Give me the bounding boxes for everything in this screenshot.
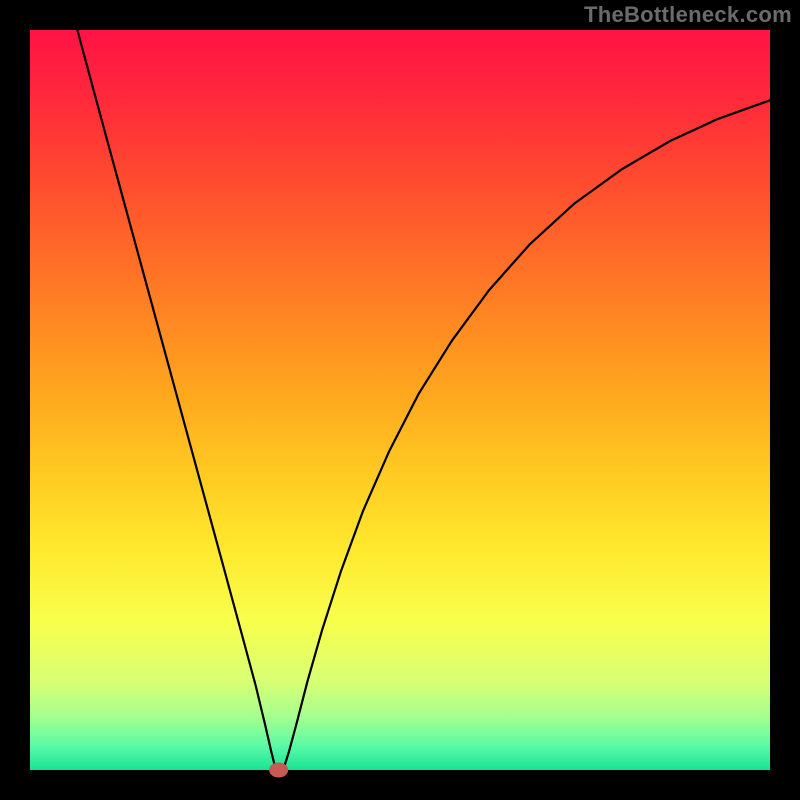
chart-svg: [0, 0, 800, 800]
optimal-point-marker: [270, 763, 288, 777]
watermark-text: TheBottleneck.com: [584, 2, 792, 28]
plot-area: [30, 30, 770, 770]
bottleneck-chart: TheBottleneck.com: [0, 0, 800, 800]
